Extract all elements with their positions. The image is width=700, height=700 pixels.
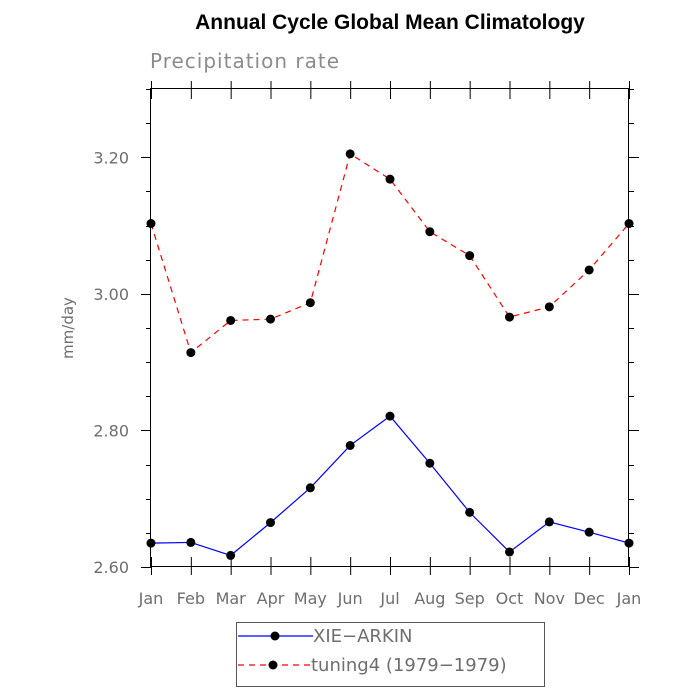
legend-marker-xie-arkin: [270, 631, 280, 641]
x-tick-label: Jun: [337, 589, 363, 608]
series-0-point: [465, 507, 475, 517]
y-tick-label: 3.00: [93, 285, 129, 304]
series-0-point: [266, 518, 275, 528]
series-1-point: [266, 314, 275, 324]
series-0-point: [146, 538, 156, 548]
series-1-point: [624, 219, 634, 229]
series-1-point: [544, 302, 554, 312]
series-line-1: [150, 152, 630, 354]
series-1-point: [146, 219, 156, 229]
x-tick-label: Feb: [177, 589, 205, 608]
legend-box: [236, 622, 545, 687]
series-1-point: [385, 174, 395, 184]
y-tick-labels: 2.60 2.80 3.00 3.20: [93, 148, 129, 577]
chart-title: Annual Cycle Global Mean Climatology: [195, 11, 585, 34]
y-axis-label: mm/day: [59, 297, 77, 359]
plot-frame: [150, 88, 629, 567]
series-0-point: [186, 537, 196, 547]
series-0-point: [425, 458, 435, 468]
series-1-point: [425, 227, 435, 237]
x-tick-label: Jan: [138, 589, 164, 608]
x-tick-label: Nov: [534, 589, 565, 608]
x-tick-label: Sep: [455, 589, 485, 608]
series-1-point: [186, 348, 196, 358]
x-tick-label: Aug: [414, 589, 445, 608]
x-tick-label: Oct: [496, 589, 524, 608]
series-0-point: [624, 538, 634, 548]
series-0-point: [544, 517, 554, 527]
series-0-point: [226, 550, 236, 560]
axis-ticks: [141, 81, 639, 575]
x-tick-label: May: [294, 589, 327, 608]
chart-subtitle: Precipitation rate: [150, 49, 340, 73]
series-0-point: [305, 483, 315, 493]
y-tick-label: 2.60: [93, 558, 129, 577]
series-line-0: [150, 415, 630, 557]
x-tick-label: Apr: [257, 589, 285, 608]
legend-label-tuning4: tuning4 (1979−1979): [311, 655, 507, 676]
series-1-point: [465, 251, 475, 261]
x-tick-label: Jan: [616, 589, 642, 608]
series-1-point: [505, 312, 514, 322]
x-tick-label: Jul: [379, 589, 399, 608]
series-0-point: [385, 411, 395, 421]
x-tick-label: Dec: [574, 589, 605, 608]
series-1-point: [584, 265, 594, 275]
series-1-point: [305, 298, 315, 308]
y-tick-label: 2.80: [93, 421, 129, 440]
series-1-point: [226, 315, 236, 325]
series-1-point: [345, 149, 355, 159]
legend-label-xie-arkin: XIE−ARKIN: [313, 626, 413, 647]
series-group: [146, 149, 634, 560]
y-tick-label: 3.20: [93, 148, 129, 167]
series-0-point: [505, 547, 514, 557]
legend-marker-tuning4: [268, 660, 278, 670]
series-0-point: [584, 527, 594, 537]
x-tick-labels: Jan Feb Mar Apr May Jun Jul Aug Sep Oct Nov Dec Jan: [138, 589, 642, 608]
x-tick-label: Mar: [216, 589, 247, 608]
series-0-point: [345, 440, 355, 450]
legend: XIE−ARKIN tuning4 (1979−1979): [236, 622, 545, 687]
